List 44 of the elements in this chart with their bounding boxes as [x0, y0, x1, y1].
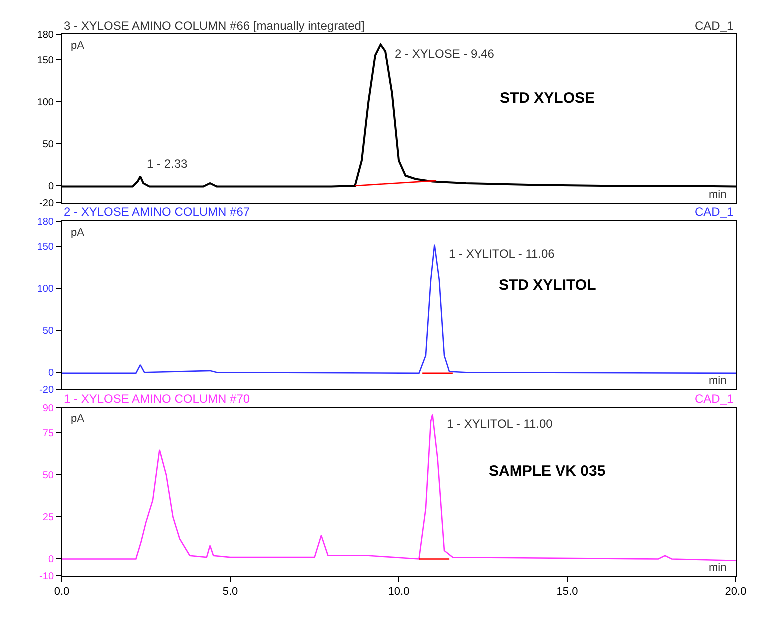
annotation: STD XYLITOL — [499, 277, 596, 294]
annotation: 1 - XYLITOL - 11.00 — [447, 417, 554, 431]
annotation: SAMPLE VK 035 — [489, 463, 606, 480]
y-tick-label: 50 — [42, 139, 54, 150]
annotation: 1 - 2.33 — [147, 157, 188, 171]
y-tick-label: 180 — [37, 216, 54, 228]
y-tick-label: -10 — [40, 572, 54, 583]
text: CAD_1 — [695, 205, 734, 219]
y-tick-label: -20 — [40, 384, 54, 396]
y-tick-label: -20 — [40, 198, 54, 210]
x-axis-title: min — [709, 562, 727, 574]
y-tick-label: 90 — [42, 403, 54, 414]
y-tick-label: 150 — [37, 55, 54, 66]
x-tick-label: 10.0 — [388, 586, 410, 598]
x-axis-title: min — [709, 189, 727, 201]
y-tick-label: 25 — [42, 512, 54, 524]
text: CAD_1 — [695, 19, 734, 33]
x-tick-label: 20.0 — [725, 586, 747, 598]
y-tick-label: 50 — [42, 470, 54, 482]
chart-title: 2 - XYLOSE AMINO COLUMN #67 — [64, 205, 250, 219]
line-series — [62, 244, 736, 374]
y-tick-label: 0 — [48, 181, 54, 192]
line-series — [62, 414, 736, 562]
y-axis-title: pA — [71, 413, 86, 425]
y-tick-label: 100 — [37, 97, 54, 108]
x-axis-title: min — [709, 375, 727, 387]
y-axis-title: pA — [71, 40, 86, 52]
annotation: STD XYLOSE — [500, 90, 596, 107]
y-tick-label: 75 — [42, 428, 54, 440]
text: CAD_1 — [695, 392, 734, 406]
x-tick-label: 15.0 — [556, 586, 578, 598]
y-tick-label: 0 — [48, 554, 54, 566]
y-tick-label: 0 — [48, 368, 54, 380]
annotation: 1 - XYLITOL - 11.06 — [449, 247, 556, 261]
y-tick-label: 50 — [42, 326, 54, 338]
x-tick-label: 5.0 — [222, 586, 238, 598]
x-tick-label: 0.0 — [54, 586, 70, 598]
y-tick-label: 100 — [37, 284, 54, 296]
y-axis-title: pA — [71, 227, 86, 239]
chart-title: 3 - XYLOSE AMINO COLUMN #66 [manually integrated] — [64, 19, 365, 33]
y-tick-label: 180 — [37, 30, 54, 42]
y-tick-label: 150 — [37, 242, 54, 254]
annotation: 2 - XYLOSE - 9.46 — [395, 47, 495, 61]
chart-title: 1 - XYLOSE AMINO COLUMN #70 — [64, 392, 250, 406]
